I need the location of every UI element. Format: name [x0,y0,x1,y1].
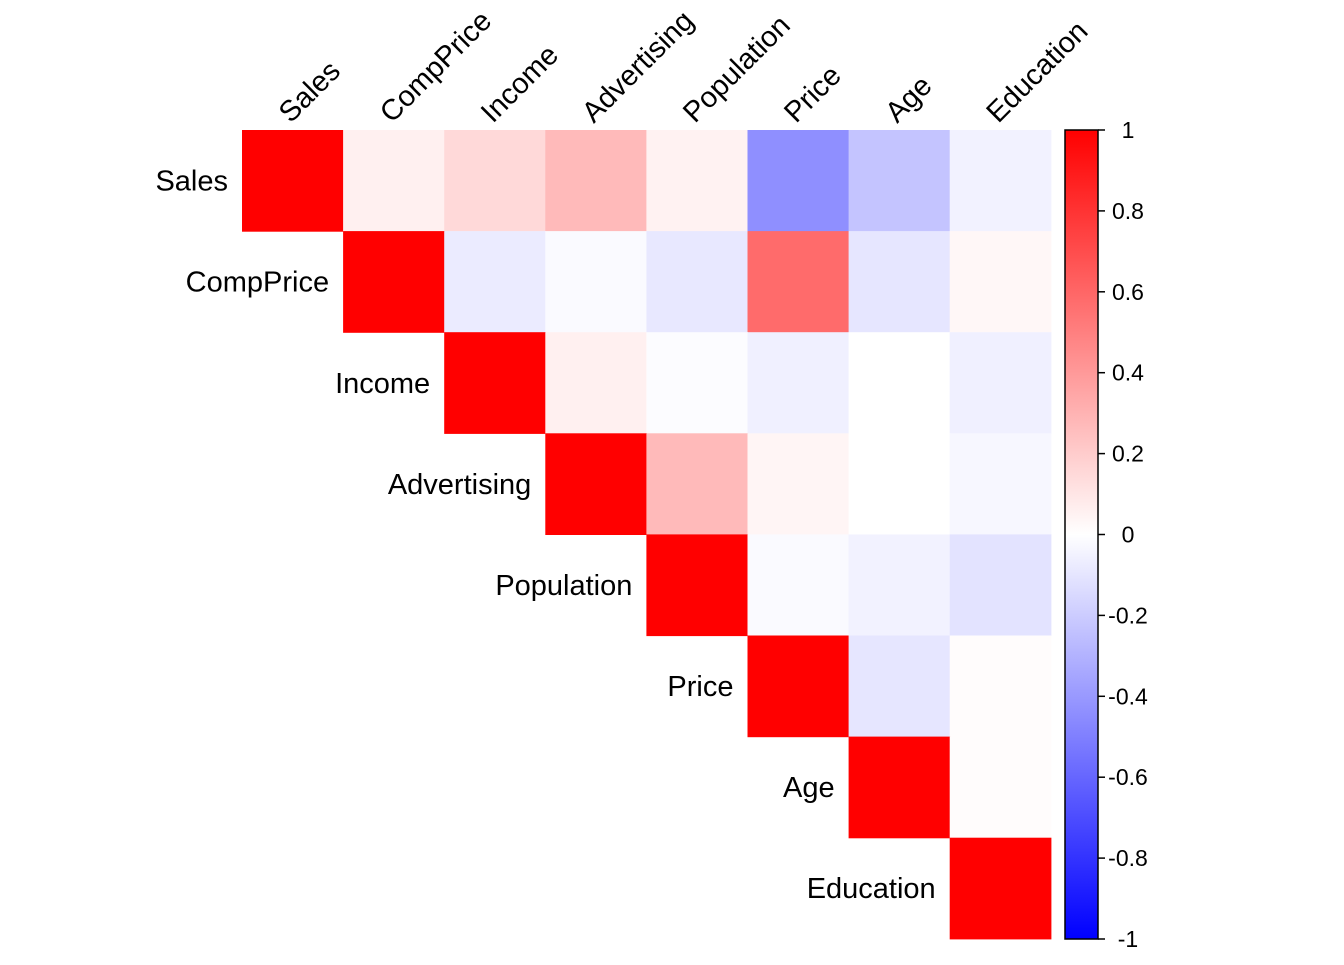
cell-price-age [848,635,951,738]
legend-tick-label: 0.2 [1112,441,1144,467]
cell-compprice-education [949,231,1052,333]
cell-compprice-advertising [545,231,647,333]
column-label-sales: Sales [273,55,347,129]
cell-age-age [848,736,951,839]
cell-advertising-advertising [545,433,647,535]
cell-income-income [444,332,546,434]
column-label-price: Price [778,60,847,129]
cell-advertising-population [646,433,749,535]
column-label-age: Age [879,70,938,129]
cell-sales-price [747,130,850,232]
cell-compprice-population [646,231,749,333]
cell-education-education [949,837,1052,940]
row-label-age: Age [783,772,835,804]
legend-color-bar [1064,129,1099,940]
row-label-price: Price [667,671,733,703]
cell-population-population [646,534,749,637]
legend-tick-label: -0.4 [1108,683,1148,709]
cell-income-population [646,332,749,434]
legend-tick-label: -1 [1118,926,1138,952]
legend-tick-label: 0.6 [1112,279,1144,305]
legend-tick-label: -0.8 [1108,845,1148,871]
heatmap-cells [242,130,1052,940]
cell-population-price [747,534,850,637]
cell-compprice-compprice [343,231,445,333]
cell-income-age [848,332,951,434]
row-labels: Sales CompPrice Income Advertising Populatio… [155,166,935,906]
legend-tick-label: 1 [1122,117,1135,143]
column-label-education: Education [981,15,1095,129]
color-legend: 1 0.8 0.6 0.4 0.2 0 -0.2 -0.4 -0.6 -0.8 -1 [1064,117,1148,952]
cell-price-education [949,635,1052,738]
cell-income-price [747,332,850,434]
cell-income-advertising [545,332,647,434]
cell-sales-advertising [545,130,647,232]
cell-compprice-income [444,231,546,333]
cell-compprice-age [848,231,951,333]
cell-age-education [949,736,1052,839]
row-label-sales: Sales [155,166,228,198]
column-label-income: Income [475,39,565,129]
cell-sales-education [949,130,1052,232]
cell-advertising-age [848,433,951,535]
cell-sales-sales [242,130,344,232]
legend-tick-label: 0 [1122,522,1135,548]
cell-income-education [949,332,1052,434]
cell-sales-compprice [343,130,445,232]
row-label-advertising: Advertising [388,469,531,501]
legend-tick-label: 0.8 [1112,198,1144,224]
cell-sales-age [848,130,951,232]
cell-compprice-price [747,231,850,333]
legend-tick-label: -0.2 [1108,602,1148,628]
cell-sales-income [444,130,546,232]
cell-population-age [848,534,951,637]
cell-advertising-price [747,433,850,535]
cell-sales-population [646,130,749,232]
cell-price-price [747,635,850,738]
row-label-population: Population [495,570,632,602]
row-label-compprice: CompPrice [186,267,329,299]
cell-advertising-education [949,433,1052,535]
legend-tick-label: 0.4 [1112,360,1144,386]
row-label-income: Income [335,368,430,400]
cell-population-education [949,534,1052,637]
legend-tick-label: -0.6 [1108,764,1148,790]
row-label-education: Education [807,873,936,905]
